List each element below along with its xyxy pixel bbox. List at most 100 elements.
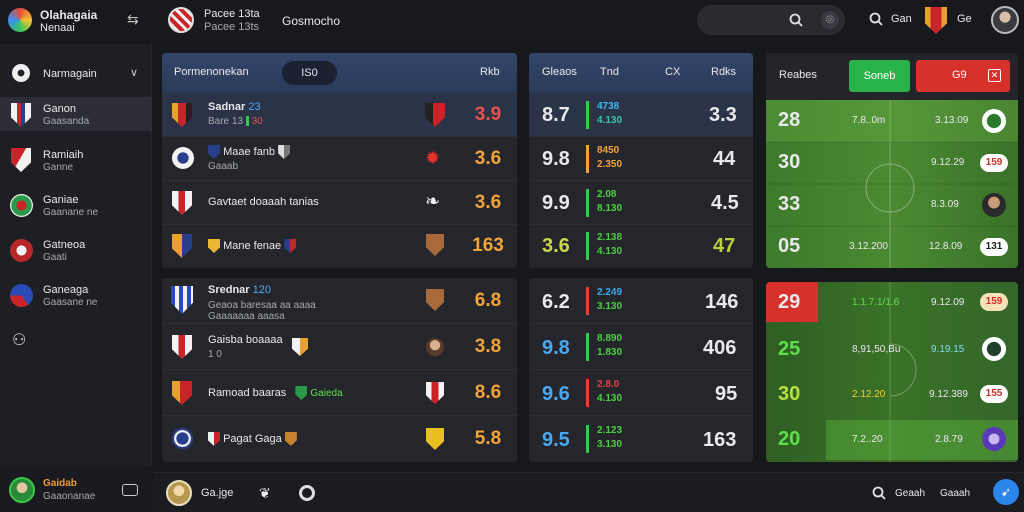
bottom-link-b[interactable]: Gaaah (940, 488, 971, 499)
score-row[interactable]: 05 3.12.200 12.8.09 131 (766, 226, 1018, 268)
record-icon[interactable] (299, 485, 315, 501)
score-stat: 12.8.09 (929, 241, 963, 252)
odds-row[interactable]: 6.2 2.249 3.130 146 (529, 278, 753, 324)
odds-value[interactable]: 9.5 (542, 429, 570, 451)
odds-total[interactable]: 3.3 (709, 104, 737, 126)
odds-value[interactable]: 3.6 (542, 235, 570, 257)
odds-total[interactable]: 146 (705, 291, 739, 313)
user-label[interactable]: Gan (891, 13, 912, 25)
match-odds[interactable]: 8.6 (474, 382, 502, 403)
chevron-down-icon[interactable]: ∨ (130, 67, 139, 79)
match-row[interactable]: Maae fanb Gaaab ✹ 3.6 (162, 137, 517, 181)
bottom-user-label[interactable]: Ga.jge (201, 487, 234, 499)
odds-row[interactable]: 9.5 2.123 3.130 163 (529, 416, 753, 462)
odds-row[interactable]: 3.6 2.138 4.130 47 (529, 225, 753, 268)
score-badge[interactable]: 155 (980, 385, 1008, 403)
score-row[interactable]: 28 7.8..0m 3.13.09 (766, 100, 1018, 142)
odds-value[interactable]: 9.8 (542, 337, 570, 359)
app-logo-icon[interactable] (8, 8, 32, 32)
match-row[interactable]: Mane fenae 163 (162, 225, 517, 268)
swap-icon[interactable]: ⇆ (127, 11, 139, 27)
score-badge[interactable]: 131 (980, 238, 1008, 256)
home-badge-icon (208, 239, 220, 253)
odds-total[interactable]: 47 (713, 235, 736, 257)
match-name: Mane fenae (223, 239, 282, 252)
odds-total[interactable]: 4.5 (711, 192, 739, 214)
odds-row[interactable]: 9.6 2.8.0 4.130 95 (529, 370, 753, 416)
team-shield-icon[interactable] (925, 7, 947, 34)
club-crest-icon[interactable] (982, 337, 1006, 361)
match-row[interactable]: Gavtaet doaaah tanias ❧ 3.6 (162, 181, 517, 225)
screen-icon[interactable] (122, 484, 138, 496)
score-row[interactable]: 30 2.12.20 9.12.389 155 (766, 372, 1018, 417)
users-icon[interactable]: ⚇ (12, 332, 27, 349)
odds-value[interactable]: 9.6 (542, 383, 570, 405)
close-icon[interactable]: ✕ (988, 69, 1001, 82)
odds-value[interactable]: 8.7 (542, 104, 570, 126)
score-badge[interactable]: 159 (980, 293, 1008, 311)
odds-row[interactable]: 9.9 2.08 8.130 4.5 (529, 181, 753, 225)
odds-total[interactable]: 406 (703, 337, 737, 359)
odds-col-3[interactable]: CX (665, 66, 681, 78)
odds-value[interactable]: 9.8 (542, 148, 570, 170)
odds-col-4[interactable]: Rdks (711, 66, 737, 78)
odds-row[interactable]: 8.7 4738 4.130 3.3 (529, 93, 753, 137)
matches-header-right[interactable]: Rkb (480, 66, 500, 78)
odds-row[interactable]: 9.8 8450 2.350 44 (529, 137, 753, 181)
match-odds[interactable]: 3.8 (474, 336, 502, 357)
match-name-line: Maae fanb (208, 145, 291, 159)
player-avatar[interactable] (166, 480, 192, 506)
profile-avatar[interactable] (9, 477, 35, 503)
club-crest-icon[interactable] (982, 427, 1006, 451)
score-badge[interactable]: 159 (980, 154, 1008, 172)
green-action-button[interactable]: Soneb (849, 60, 910, 92)
sidebar-item-ramiaih[interactable]: Ramiaih Ganne (0, 143, 152, 177)
score-row[interactable]: 20 7.2..20 2.8.79 (766, 417, 1018, 462)
filter-icon[interactable]: ◎ (821, 11, 839, 29)
match-row[interactable]: Ramoad baaras Gaieda 8.6 (162, 370, 517, 416)
match-odds[interactable]: 6.8 (474, 290, 502, 311)
sidebar-item-ganeaga[interactable]: Ganeaga Gaasane ne (0, 278, 152, 312)
match-row[interactable]: Pagat Gaga 5.8 (162, 416, 517, 462)
sidebar-item-gatneoa[interactable]: Gatneoa Gaati (0, 233, 152, 267)
score-row[interactable]: 25 8,91,50,Bu 9.19.15 (766, 327, 1018, 372)
match-odds[interactable]: 3.6 (474, 148, 502, 169)
user-avatar[interactable] (991, 6, 1019, 34)
odds-value[interactable]: 6.2 (542, 291, 570, 313)
global-search-icon[interactable] (869, 12, 883, 31)
sidebar-header[interactable]: Narmagain ∨ (0, 60, 152, 88)
score-row[interactable]: 33 8.3.09 (766, 184, 1018, 226)
odds-value[interactable]: 9.9 (542, 192, 570, 214)
sidebar-item-ganon[interactable]: Ganon Gaasanda (0, 97, 152, 131)
odds-total[interactable]: 44 (713, 148, 736, 170)
match-row[interactable]: Gaisba boaaaa 1 0 3.8 (162, 324, 517, 370)
score-row[interactable]: 30 9.12.29 159 (766, 142, 1018, 184)
score-row[interactable]: 29 1.1.7.1/1.6 9.12.09 159 (766, 282, 1018, 327)
bottom-search-icon[interactable] (872, 486, 886, 505)
match-odds[interactable]: 5.8 (474, 428, 502, 449)
chat-button[interactable]: ➹ (993, 479, 1019, 505)
leaf-icon[interactable]: ❦ (259, 485, 271, 501)
match-row[interactable]: Srednar 120 Geaoa baresaa aa aaaa Gaaaaa… (162, 278, 517, 324)
odds-total[interactable]: 95 (715, 383, 738, 405)
search-input[interactable]: ◎ (697, 5, 845, 35)
odds-row[interactable]: 9.8 8.890 1.830 406 (529, 324, 753, 370)
match-odds[interactable]: 3.9 (474, 104, 502, 125)
odds-col-2[interactable]: Tnd (600, 66, 619, 78)
section-title[interactable]: Gosmocho (282, 14, 341, 28)
bottom-link-a[interactable]: Geaah (895, 488, 926, 499)
odds-col-1[interactable]: Gleaos (542, 66, 577, 78)
red-action-button[interactable]: G9 ✕ (916, 60, 1010, 92)
match-odds[interactable]: 163 (472, 235, 504, 256)
match-row[interactable]: Sadnar 23 Bare 13 30 3.9 (162, 93, 517, 137)
player-photo-icon[interactable] (982, 193, 1006, 217)
club-crest-icon[interactable] (982, 109, 1006, 133)
team-badge-icon (11, 103, 31, 127)
sidebar-footer[interactable]: Gaidab Gaaonanae (0, 466, 152, 512)
search-icon[interactable] (789, 13, 803, 32)
match-odds[interactable]: 3.6 (474, 192, 502, 213)
team-label[interactable]: Ge (957, 13, 972, 25)
filter-pill[interactable]: IS0 (282, 61, 337, 85)
sidebar-item-ganiae[interactable]: Ganiae Gaanane ne (0, 188, 152, 222)
odds-total[interactable]: 163 (703, 429, 737, 451)
